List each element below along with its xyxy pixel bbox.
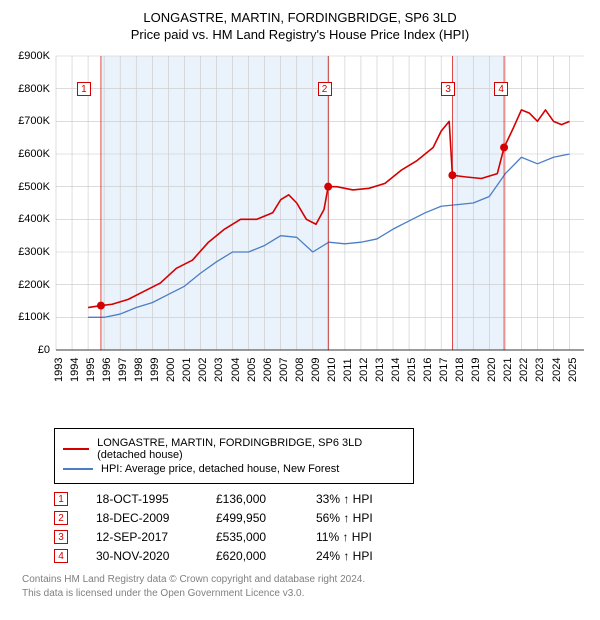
y-tick-label: £600K	[18, 148, 50, 160]
x-tick-label: 2021	[502, 358, 516, 382]
x-tick-label: 2018	[454, 358, 468, 382]
x-tick-label: 2024	[551, 358, 565, 382]
chart-marker-2: 2	[318, 82, 332, 96]
chart-marker-4: 4	[494, 82, 508, 96]
transaction-date: 18-DEC-2009	[96, 511, 216, 525]
x-tick-label: 2010	[326, 358, 340, 382]
x-tick-label: 1994	[69, 358, 83, 382]
transaction-marker: 1	[54, 492, 68, 506]
y-tick-label: £300K	[18, 246, 50, 258]
chart-plot: £0 £100K £200K £300K £400K £500K £600K £700K £80…	[10, 50, 590, 390]
transaction-table: 1 18-OCT-1995£136,00033% ↑ HPI 2 18-DEC-200…	[54, 492, 590, 563]
transaction-date: 12-SEP-2017	[96, 530, 216, 544]
y-tick-label: £400K	[18, 213, 50, 225]
chart-marker-1: 1	[77, 82, 91, 96]
footer-line-1: Contains HM Land Registry data © Crown c…	[22, 573, 590, 587]
chart-marker-3: 3	[441, 82, 455, 96]
transaction-marker: 3	[54, 530, 68, 544]
x-tick-label: 2000	[165, 358, 179, 382]
x-tick-label: 2006	[262, 358, 276, 382]
x-tick-label: 2011	[342, 358, 356, 382]
x-tick-label: 1996	[101, 358, 115, 382]
y-tick-label: £200K	[18, 279, 50, 291]
legend-swatch	[63, 448, 89, 450]
transaction-pct: 11% ↑ HPI	[316, 530, 416, 544]
legend-label: LONGASTRE, MARTIN, FORDINGBRIDGE, SP6 3L…	[97, 437, 405, 461]
x-tick-label: 2022	[518, 358, 532, 382]
y-tick-label: £500K	[18, 181, 50, 193]
x-tick-label: 2013	[374, 358, 388, 382]
transaction-date: 30-NOV-2020	[96, 549, 216, 563]
x-tick-label: 2003	[213, 358, 227, 382]
x-tick-label: 2004	[230, 358, 244, 382]
x-tick-label: 2002	[197, 358, 211, 382]
title-block: LONGASTRE, MARTIN, FORDINGBRIDGE, SP6 3L…	[10, 10, 590, 42]
chart-title: LONGASTRE, MARTIN, FORDINGBRIDGE, SP6 3L…	[10, 10, 590, 25]
x-tick-label: 2015	[406, 358, 420, 382]
chart-subtitle: Price paid vs. HM Land Registry's House …	[10, 27, 590, 42]
transaction-pct: 56% ↑ HPI	[316, 511, 416, 525]
y-tick-label: £0	[38, 344, 50, 356]
x-tick-label: 1993	[53, 358, 67, 382]
x-tick-label: 2001	[181, 358, 195, 382]
transaction-row: 4 30-NOV-2020£620,00024% ↑ HPI	[54, 549, 590, 563]
footer-line-2: This data is licensed under the Open Gov…	[22, 587, 590, 601]
x-tick-label: 1999	[149, 358, 163, 382]
y-tick-label: £900K	[18, 50, 50, 62]
footer: Contains HM Land Registry data © Crown c…	[22, 573, 590, 600]
transaction-date: 18-OCT-1995	[96, 492, 216, 506]
x-tick-label: 2014	[390, 358, 404, 382]
transaction-price: £499,950	[216, 511, 316, 525]
x-tick-label: 2019	[470, 358, 484, 382]
chart-svg	[10, 50, 590, 390]
x-tick-label: 2017	[438, 358, 452, 382]
x-tick-label: 2008	[294, 358, 308, 382]
x-tick-label: 2025	[567, 358, 581, 382]
legend-label: HPI: Average price, detached house, New …	[101, 463, 339, 475]
x-tick-label: 2012	[358, 358, 372, 382]
x-tick-label: 2020	[486, 358, 500, 382]
x-tick-label: 1997	[117, 358, 131, 382]
transaction-row: 2 18-DEC-2009£499,95056% ↑ HPI	[54, 511, 590, 525]
x-tick-label: 1998	[133, 358, 147, 382]
transaction-row: 1 18-OCT-1995£136,00033% ↑ HPI	[54, 492, 590, 506]
transaction-marker: 4	[54, 549, 68, 563]
y-tick-label: £100K	[18, 311, 50, 323]
x-tick-label: 2016	[422, 358, 436, 382]
transaction-pct: 24% ↑ HPI	[316, 549, 416, 563]
x-tick-label: 2009	[310, 358, 324, 382]
transaction-price: £136,000	[216, 492, 316, 506]
legend-swatch	[63, 468, 93, 470]
x-tick-label: 1995	[85, 358, 99, 382]
y-tick-label: £700K	[18, 115, 50, 127]
transaction-price: £535,000	[216, 530, 316, 544]
legend-item: HPI: Average price, detached house, New …	[63, 463, 405, 475]
transaction-pct: 33% ↑ HPI	[316, 492, 416, 506]
chart-container: LONGASTRE, MARTIN, FORDINGBRIDGE, SP6 3L…	[0, 0, 600, 610]
x-tick-label: 2023	[534, 358, 548, 382]
transaction-marker: 2	[54, 511, 68, 525]
legend: LONGASTRE, MARTIN, FORDINGBRIDGE, SP6 3L…	[54, 428, 414, 484]
transaction-price: £620,000	[216, 549, 316, 563]
y-tick-label: £800K	[18, 83, 50, 95]
x-tick-label: 2007	[278, 358, 292, 382]
transaction-row: 3 12-SEP-2017£535,00011% ↑ HPI	[54, 530, 590, 544]
legend-item: LONGASTRE, MARTIN, FORDINGBRIDGE, SP6 3L…	[63, 437, 405, 461]
x-tick-label: 2005	[246, 358, 260, 382]
